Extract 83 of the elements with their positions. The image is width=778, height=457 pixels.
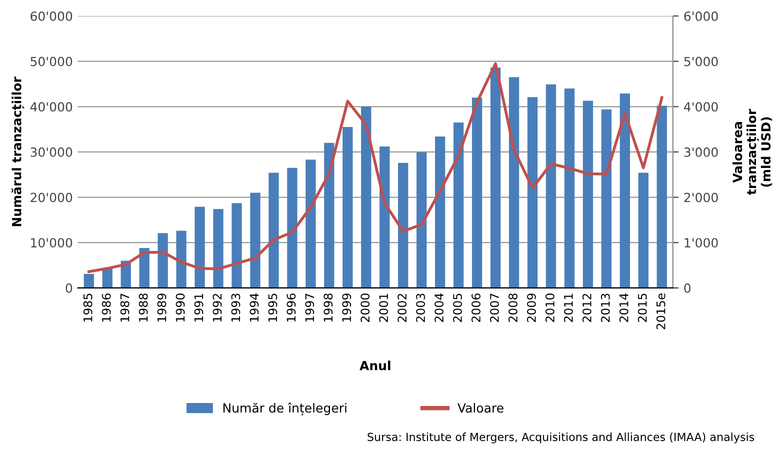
x-tick-label: 1993: [231, 294, 240, 322]
x-tick-label: 2008: [508, 294, 518, 322]
bar: [601, 109, 612, 288]
x-tick-label: 2006: [472, 294, 480, 322]
y-tick-label: 20'000: [30, 192, 72, 202]
bar: [453, 122, 464, 288]
bar: [250, 192, 260, 288]
x-tick-label: 2011: [564, 294, 573, 322]
y-tick-label: 30'000: [30, 147, 72, 157]
x-tick-label: 2013: [600, 294, 610, 322]
bar: [564, 88, 575, 288]
bar: [268, 172, 279, 288]
y-tick-label: 0: [66, 283, 72, 293]
y2-tick-label: 4'000: [684, 102, 718, 112]
bar: [472, 98, 482, 288]
x-tick-label: 1994: [250, 293, 259, 322]
x-tick-label: 1998: [324, 294, 333, 322]
x-tick-label: 2004: [434, 293, 444, 322]
bar: [342, 127, 353, 288]
x-tick-label: 2012: [582, 294, 592, 322]
bar: [176, 230, 186, 288]
x-tick-label: 1989: [157, 294, 166, 322]
x-tick-label: 2015: [638, 294, 647, 322]
legend-label: Număr de înțelegeri: [223, 402, 346, 416]
bar: [582, 100, 594, 288]
y-tick-label: 60'000: [30, 11, 72, 21]
x-tick-label: 1992: [212, 294, 222, 322]
bar: [287, 168, 298, 288]
x-tick-label: 1990: [176, 294, 185, 322]
x-tick-label: 2000: [360, 294, 370, 322]
x-tick-label: 2003: [416, 294, 426, 322]
x-tick-label: 1986: [102, 294, 111, 322]
bar: [84, 274, 94, 288]
x-tick-label: 1988: [138, 294, 148, 322]
bar: [638, 172, 648, 288]
x-tick-label: 1999: [342, 294, 352, 322]
x-tick-label: 2015e: [656, 293, 666, 330]
bar: [158, 233, 168, 288]
y2-tick-label: 6'000: [684, 11, 718, 21]
legend-label: Valoare: [458, 402, 504, 413]
bar: [361, 106, 372, 288]
bar: [656, 106, 667, 288]
y2-tick-label: 0: [684, 283, 691, 293]
bar: [380, 146, 390, 288]
y-axis-title: Numărul tranzacțiilor: [11, 76, 24, 226]
text: Sursa: Institute of Mergers, Acquisitions and Alliances (IMAA) analysis: [368, 432, 754, 444]
x-tick-label: 1996: [286, 294, 296, 322]
x-tick-label: 1987: [120, 294, 130, 322]
bar: [620, 93, 630, 288]
x-tick-label: 2001: [379, 294, 388, 322]
x-tick-label: 2005: [453, 294, 462, 322]
bar: [306, 160, 316, 288]
line-series: [88, 62, 664, 273]
bar: [194, 206, 205, 288]
x-tick-label: 1995: [268, 294, 278, 322]
y2-axis-title: Valoarea tranzacțiilor (mld USD): [732, 108, 772, 195]
bar: [213, 209, 224, 288]
bar: [324, 142, 334, 288]
bar: [139, 248, 150, 288]
y-tick-label: 50'000: [30, 56, 72, 66]
x-tick-label: 2007: [490, 294, 499, 322]
x-tick-label: 1997: [305, 294, 314, 322]
bar: [416, 152, 427, 288]
x-tick-label: 1991: [194, 294, 204, 322]
bar: [398, 162, 408, 288]
y2-tick-label: 5'000: [684, 56, 718, 66]
x-tick-label: 2009: [526, 294, 536, 322]
x-tick-label: 2014: [619, 293, 628, 322]
bar: [232, 203, 242, 288]
x-axis-title: Anul: [360, 360, 390, 370]
bar: [434, 136, 446, 288]
y-tick-label: 10'000: [31, 238, 72, 248]
bar: [508, 77, 520, 288]
bar: [527, 97, 538, 288]
bar: [490, 68, 501, 288]
y-tick-label: 40'000: [30, 102, 72, 112]
x-tick-label: 2010: [545, 294, 554, 322]
x-tick-label: 1985: [83, 294, 92, 322]
y2-tick-label: 3'000: [684, 147, 718, 157]
y2-tick-label: 1'000: [684, 238, 718, 248]
bar: [546, 84, 556, 288]
y2-tick-label: 2'000: [684, 192, 718, 202]
x-tick-label: 2002: [398, 294, 407, 322]
